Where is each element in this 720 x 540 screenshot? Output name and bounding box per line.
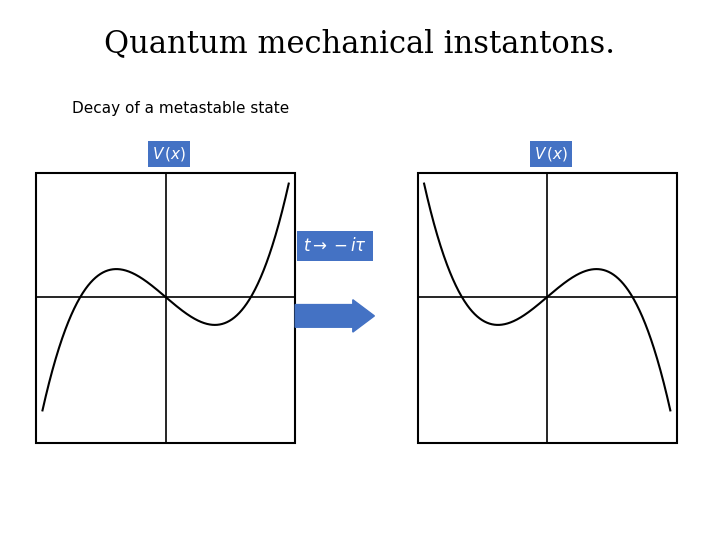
Bar (36, 173, 295, 443)
Text: Quantum mechanical instantons.: Quantum mechanical instantons. (104, 28, 616, 59)
Text: $t \rightarrow -i\tau$: $t \rightarrow -i\tau$ (303, 237, 366, 255)
FancyArrow shape (295, 300, 374, 332)
Text: $V\,(x)$: $V\,(x)$ (152, 145, 186, 163)
Text: Decay of a metastable state: Decay of a metastable state (72, 100, 289, 116)
Bar (418, 173, 677, 443)
Text: $V\,(x)$: $V\,(x)$ (534, 145, 568, 163)
